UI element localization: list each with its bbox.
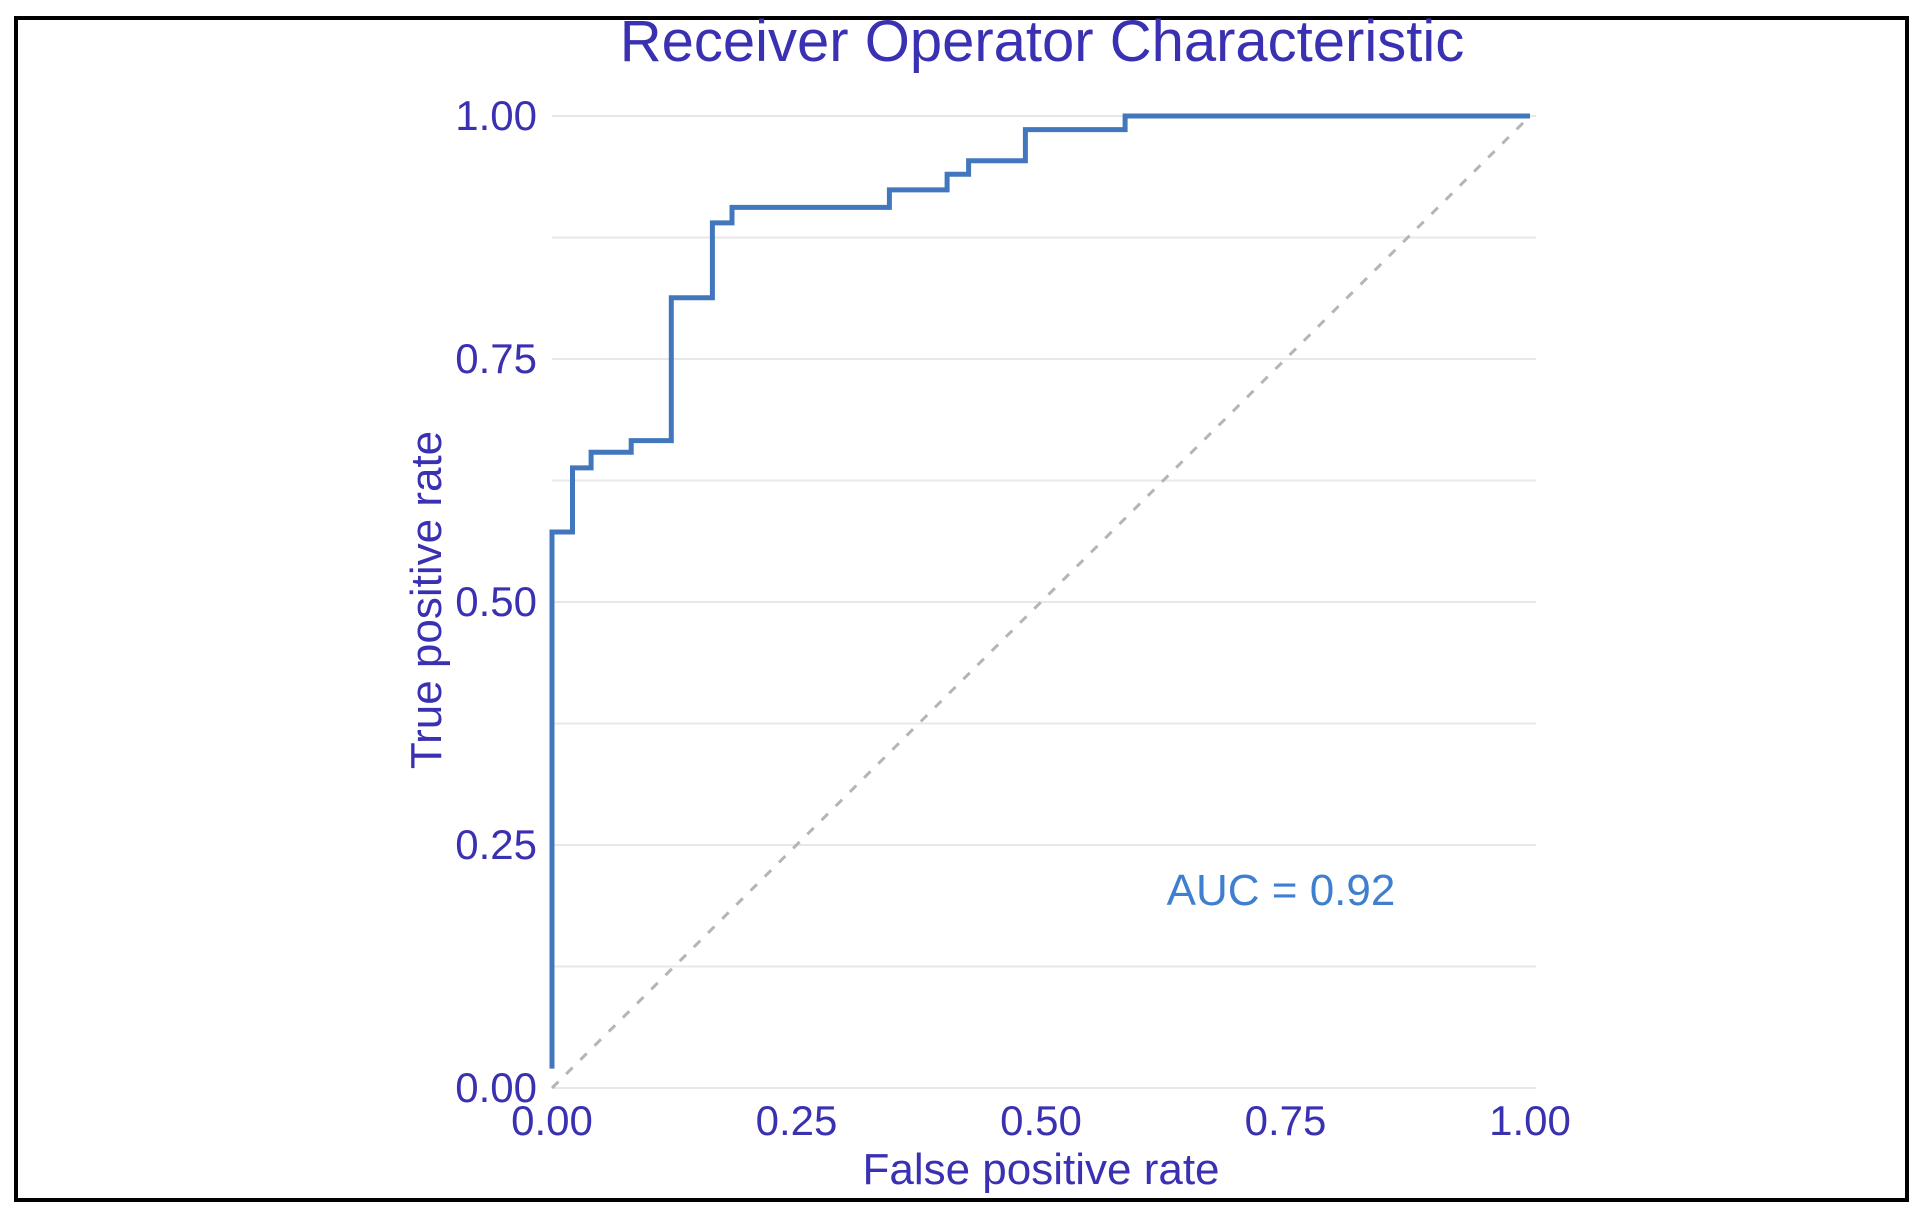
roc-curve-line: [549, 113, 1530, 1069]
chart-title: Receiver Operator Characteristic: [619, 9, 1465, 74]
x-tick-label: 1.00: [1489, 1097, 1571, 1144]
y-tick-label: 0.75: [455, 335, 537, 382]
y-tick-label: 0.25: [455, 821, 537, 868]
x-tick-label: 0.75: [1244, 1097, 1327, 1144]
y-tick-label: 0.50: [455, 578, 537, 625]
figure-border: [14, 16, 1909, 1202]
y-axis-label: True positive rate: [402, 430, 451, 770]
x-axis-label: False positive rate: [862, 1145, 1220, 1194]
x-tick-label: 0.00: [511, 1097, 593, 1144]
y-tick-label: 0.00: [455, 1064, 537, 1111]
x-tick-label: 0.50: [1000, 1097, 1082, 1144]
x-tick-label: 0.25: [755, 1097, 838, 1144]
auc-annotation: AUC = 0.92: [1166, 866, 1396, 915]
y-tick-label: 1.00: [455, 92, 537, 139]
